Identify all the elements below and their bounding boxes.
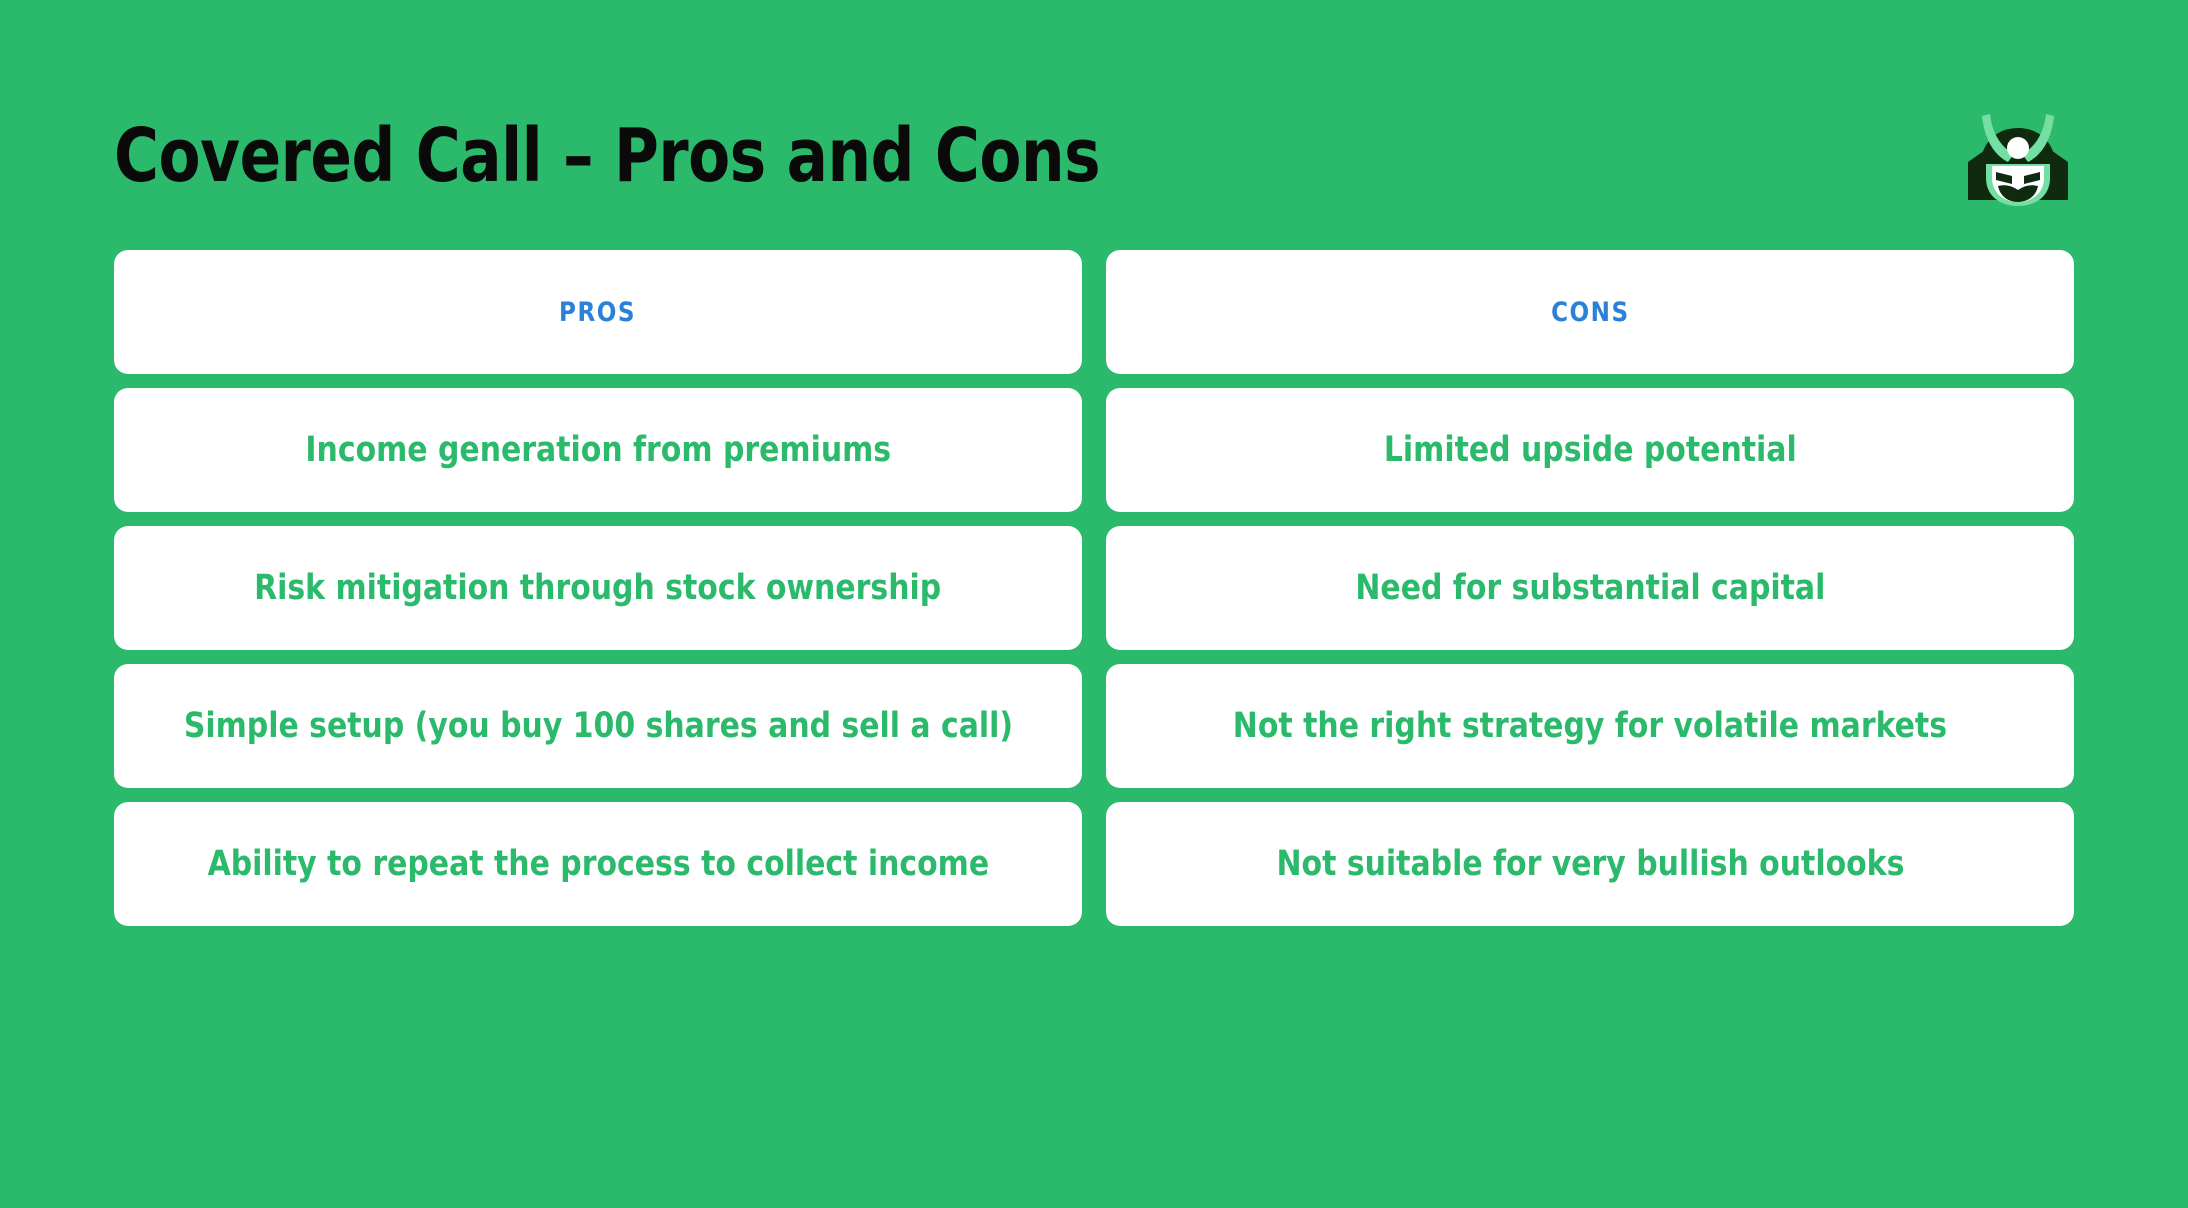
- pros-item-label: Risk mitigation through stock ownership: [254, 567, 942, 608]
- pros-item-label: Income generation from premiums: [305, 429, 891, 470]
- cons-item-card: Limited upside potential: [1106, 388, 2074, 512]
- samurai-helmet-logo: [1968, 114, 2068, 206]
- pros-header-label: PROS: [559, 296, 637, 328]
- cons-item-label: Not suitable for very bullish outlooks: [1276, 843, 1904, 884]
- slide-header: Covered Call – Pros and Cons: [114, 96, 2074, 216]
- page-title: Covered Call – Pros and Cons: [114, 113, 1101, 199]
- cons-item-card: Need for substantial capital: [1106, 526, 2074, 650]
- cons-header-label: CONS: [1550, 296, 1630, 328]
- pros-item-label: Simple setup (you buy 100 shares and sel…: [183, 705, 1013, 746]
- board-row: Risk mitigation through stock ownership …: [114, 526, 2074, 650]
- pros-cons-board: PROS CONS Income generation from premium…: [114, 250, 2074, 926]
- pros-header-card: PROS: [114, 250, 1082, 374]
- board-row: Ability to repeat the process to collect…: [114, 802, 2074, 926]
- cons-item-label: Not the right strategy for volatile mark…: [1232, 705, 1948, 746]
- pros-item-card: Ability to repeat the process to collect…: [114, 802, 1082, 926]
- cons-item-card: Not suitable for very bullish outlooks: [1106, 802, 2074, 926]
- cons-header-card: CONS: [1106, 250, 2074, 374]
- board-row: Income generation from premiums Limited …: [114, 388, 2074, 512]
- cons-item-label: Need for substantial capital: [1355, 567, 1825, 608]
- board-header-row: PROS CONS: [114, 250, 2074, 374]
- cons-item-label: Limited upside potential: [1383, 429, 1797, 470]
- board-row: Simple setup (you buy 100 shares and sel…: [114, 664, 2074, 788]
- pros-item-label: Ability to repeat the process to collect…: [207, 843, 989, 884]
- pros-item-card: Simple setup (you buy 100 shares and sel…: [114, 664, 1082, 788]
- cons-item-card: Not the right strategy for volatile mark…: [1106, 664, 2074, 788]
- pros-item-card: Risk mitigation through stock ownership: [114, 526, 1082, 650]
- pros-item-card: Income generation from premiums: [114, 388, 1082, 512]
